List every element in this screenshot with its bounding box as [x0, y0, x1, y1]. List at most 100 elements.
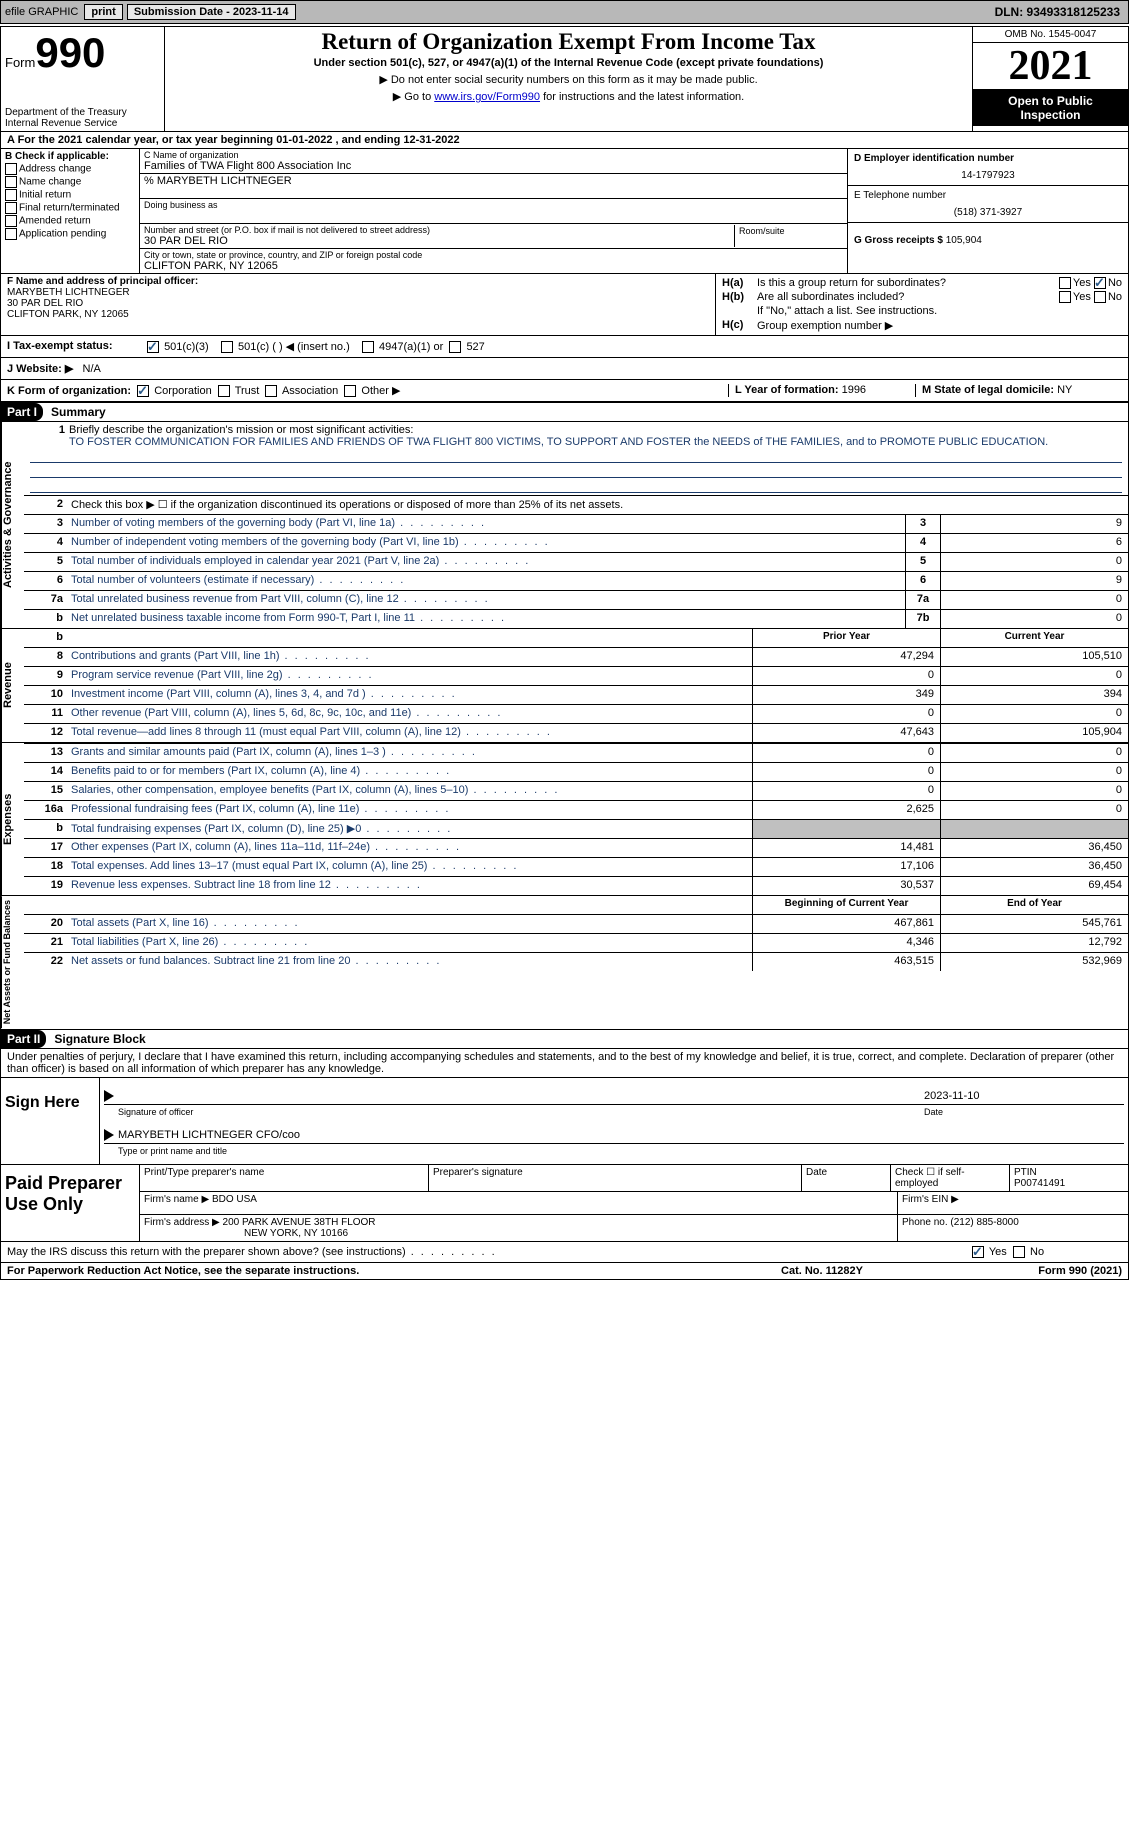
cb-501c[interactable] [221, 341, 233, 353]
part-1-header-row: Part I Summary [1, 403, 1128, 422]
perjury-declaration: Under penalties of perjury, I declare th… [1, 1049, 1128, 1077]
ein-value: 14-1797923 [854, 170, 1122, 181]
discuss-text: May the IRS discuss this return with the… [7, 1246, 972, 1258]
tab-revenue: Revenue [1, 629, 24, 742]
cb-discuss-no[interactable] [1013, 1246, 1025, 1258]
cb-name-change[interactable] [5, 176, 17, 188]
hb-text: Are all subordinates included? [757, 291, 1022, 303]
form-note-1: ▶ Do not enter social security numbers o… [173, 73, 964, 86]
paid-preparer-section: Paid Preparer Use Only Print/Type prepar… [1, 1165, 1128, 1242]
summary-row: 7aTotal unrelated business revenue from … [24, 590, 1128, 609]
summary-row: 22Net assets or fund balances. Subtract … [24, 952, 1128, 971]
summary-row: bNet unrelated business taxable income f… [24, 609, 1128, 628]
line2-text: Check this box ▶ ☐ if the organization d… [67, 496, 1128, 514]
section-b-to-g: B Check if applicable: Address change Na… [1, 149, 1128, 274]
summary-row: bTotal fundraising expenses (Part IX, co… [24, 819, 1128, 838]
j-label: J Website: ▶ [7, 363, 73, 375]
row-a-tax-year: A For the 2021 calendar year, or tax yea… [1, 132, 1128, 149]
cb-assoc[interactable] [265, 385, 277, 397]
cb-discuss-yes[interactable] [972, 1246, 984, 1258]
cb-trust[interactable] [218, 385, 230, 397]
line1-label: Briefly describe the organization's miss… [69, 424, 413, 436]
section-f-h: F Name and address of principal officer:… [1, 274, 1128, 336]
summary-row: 14Benefits paid to or for members (Part … [24, 762, 1128, 781]
ein-label: D Employer identification number [854, 153, 1122, 164]
row-j-website: J Website: ▶ N/A [1, 358, 1128, 380]
header-right: OMB No. 1545-0047 2021 Open to Public In… [972, 27, 1128, 131]
summary-row: 10Investment income (Part VIII, column (… [24, 685, 1128, 704]
form-footer: Form 990 (2021) [922, 1265, 1122, 1277]
irs-label: Internal Revenue Service [5, 118, 160, 129]
summary-row: 16aProfessional fundraising fees (Part I… [24, 800, 1128, 819]
activities-governance-section: Activities & Governance 1 Briefly descri… [1, 422, 1128, 629]
irs-link[interactable]: www.irs.gov/Form990 [434, 91, 540, 103]
firm-addr1: 200 PARK AVENUE 38TH FLOOR [223, 1217, 376, 1228]
form-word: Form [5, 55, 35, 70]
cb-501c3[interactable] [147, 341, 159, 353]
dln-label: DLN: 93493318125233 [995, 5, 1128, 19]
form-header: Form990 Department of the Treasury Inter… [1, 27, 1128, 132]
cb-amended[interactable] [5, 215, 17, 227]
phone-value: (212) 885-8000 [950, 1217, 1018, 1228]
print-button[interactable]: print [84, 4, 122, 20]
discuss-row: May the IRS discuss this return with the… [1, 1242, 1128, 1263]
hb-note: If "No," attach a list. See instructions… [757, 305, 1122, 317]
tax-year: 2021 [973, 43, 1128, 90]
summary-row: 17Other expenses (Part IX, column (A), l… [24, 838, 1128, 857]
officer-addr1: 30 PAR DEL RIO [7, 298, 709, 309]
sign-here-section: Sign Here 2023-11-10 Signature of office… [1, 1077, 1128, 1165]
prep-date-label: Date [802, 1165, 891, 1191]
part-1-badge: Part I [1, 403, 43, 421]
cb-final-return[interactable] [5, 202, 17, 214]
pra-notice: For Paperwork Reduction Act Notice, see … [7, 1265, 722, 1277]
dept-label: Department of the Treasury [5, 107, 160, 118]
cb-ha-yes[interactable] [1059, 277, 1071, 289]
header-center: Return of Organization Exempt From Incom… [165, 27, 972, 131]
summary-row: 18Total expenses. Add lines 13–17 (must … [24, 857, 1128, 876]
form-subtitle: Under section 501(c), 527, or 4947(a)(1)… [173, 57, 964, 69]
col-c-org-info: C Name of organization Families of TWA F… [140, 149, 847, 273]
summary-row: 13Grants and similar amounts paid (Part … [24, 743, 1128, 762]
summary-row: 9Program service revenue (Part VIII, lin… [24, 666, 1128, 685]
efile-label: efile GRAPHIC [1, 6, 82, 18]
website-value: N/A [83, 363, 101, 375]
gross-label: G Gross receipts $ [854, 235, 943, 246]
submission-date-label: Submission Date - 2023-11-14 [127, 4, 296, 20]
room-suite-label: Room/suite [735, 225, 843, 247]
prep-sig-label: Preparer's signature [429, 1165, 802, 1191]
arrow-icon [104, 1090, 114, 1102]
paid-preparer-label: Paid Preparer Use Only [1, 1165, 140, 1241]
tab-activities: Activities & Governance [1, 422, 24, 628]
form-title: Return of Organization Exempt From Incom… [173, 29, 964, 55]
street-address: 30 PAR DEL RIO [144, 235, 734, 247]
gross-value: 105,904 [946, 235, 982, 246]
cb-4947[interactable] [362, 341, 374, 353]
cb-other[interactable] [344, 385, 356, 397]
hc-text: Group exemption number ▶ [757, 319, 1122, 332]
cb-hb-yes[interactable] [1059, 291, 1071, 303]
cb-initial-return[interactable] [5, 189, 17, 201]
org-name-label: C Name of organization [144, 150, 843, 160]
sig-date-value: 2023-11-10 [924, 1090, 1124, 1102]
cb-ha-no[interactable] [1094, 277, 1106, 289]
net-assets-section: Net Assets or Fund Balances Beginning of… [1, 896, 1128, 1029]
ha-text: Is this a group return for subordinates? [757, 277, 1022, 289]
cb-527[interactable] [449, 341, 461, 353]
summary-row: 15Salaries, other compensation, employee… [24, 781, 1128, 800]
type-name-label: Type or print name and title [104, 1146, 1124, 1156]
cb-app-pending[interactable] [5, 228, 17, 240]
cb-corp[interactable] [137, 385, 149, 397]
header-left: Form990 Department of the Treasury Inter… [1, 27, 165, 131]
state-domicile: NY [1057, 384, 1072, 396]
b-header: B Check if applicable: [5, 151, 135, 162]
summary-row: 11Other revenue (Part VIII, column (A), … [24, 704, 1128, 723]
firm-name: BDO USA [212, 1194, 257, 1205]
org-name: Families of TWA Flight 800 Association I… [144, 160, 843, 172]
phone-label: Phone no. [902, 1217, 948, 1228]
cb-hb-no[interactable] [1094, 291, 1106, 303]
cb-address-change[interactable] [5, 163, 17, 175]
expenses-section: Expenses 13Grants and similar amounts pa… [1, 743, 1128, 896]
top-toolbar: efile GRAPHIC print Submission Date - 20… [0, 0, 1129, 24]
form-990: Form990 Department of the Treasury Inter… [0, 26, 1129, 1280]
part-2-header-row: Part II Signature Block [1, 1030, 1128, 1049]
